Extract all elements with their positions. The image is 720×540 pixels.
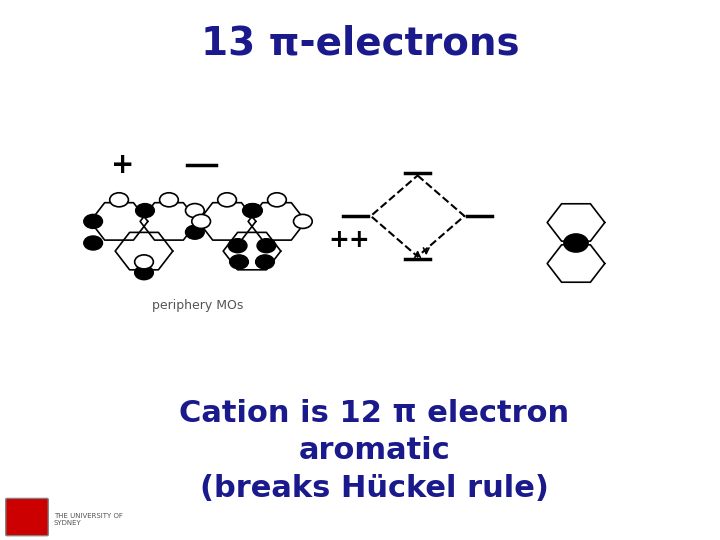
Text: THE UNIVERSITY OF
SYDNEY: THE UNIVERSITY OF SYDNEY — [54, 513, 123, 526]
Circle shape — [217, 193, 236, 207]
Circle shape — [243, 204, 261, 218]
Circle shape — [160, 193, 179, 207]
Circle shape — [135, 255, 153, 269]
Circle shape — [564, 234, 588, 252]
Circle shape — [256, 255, 274, 269]
Text: Cation is 12 π electron: Cation is 12 π electron — [179, 399, 570, 428]
Circle shape — [230, 255, 248, 269]
Text: (breaks Hückel rule): (breaks Hückel rule) — [200, 474, 549, 503]
Text: aromatic: aromatic — [299, 436, 450, 465]
Circle shape — [84, 236, 102, 250]
Circle shape — [268, 193, 287, 207]
Circle shape — [135, 266, 153, 280]
Circle shape — [228, 239, 247, 253]
Text: ++: ++ — [328, 228, 370, 252]
Circle shape — [257, 239, 276, 253]
Circle shape — [186, 204, 204, 218]
Text: +: + — [111, 151, 134, 179]
Text: periphery MOs: periphery MOs — [153, 299, 243, 312]
Circle shape — [294, 214, 312, 228]
Circle shape — [109, 193, 128, 207]
Text: 13 π-electrons: 13 π-electrons — [201, 24, 519, 62]
Circle shape — [135, 204, 154, 218]
Circle shape — [192, 214, 210, 228]
Circle shape — [243, 204, 262, 218]
Circle shape — [84, 214, 102, 228]
Circle shape — [186, 225, 204, 239]
FancyBboxPatch shape — [6, 498, 48, 536]
